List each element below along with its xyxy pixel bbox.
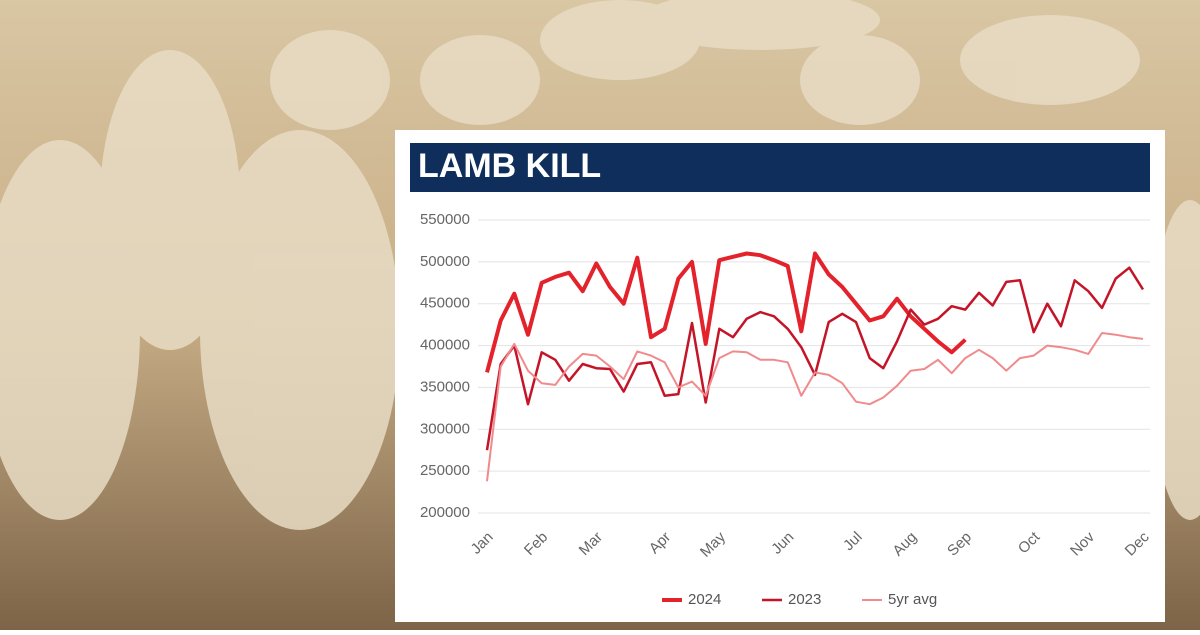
- y-tick-label: 250000: [420, 462, 470, 479]
- y-tick-label: 550000: [420, 211, 470, 228]
- title-banner: [410, 143, 1150, 192]
- legend-label: 2023: [788, 591, 821, 608]
- series-line: [485, 251, 967, 373]
- y-tick-label: 300000: [420, 420, 470, 437]
- legend-label: 5yr avg: [888, 591, 937, 608]
- chart-card: [395, 130, 1165, 622]
- y-tick-label: 400000: [420, 337, 470, 354]
- y-tick-label: 500000: [420, 253, 470, 270]
- y-tick-label: 350000: [420, 378, 470, 395]
- series-line: [486, 332, 1144, 482]
- legend-label: 2024: [688, 591, 721, 608]
- y-tick-label: 200000: [420, 504, 470, 521]
- chart-title: LAMB KILL: [418, 147, 601, 185]
- series-line: [485, 266, 1145, 451]
- y-tick-label: 450000: [420, 295, 470, 312]
